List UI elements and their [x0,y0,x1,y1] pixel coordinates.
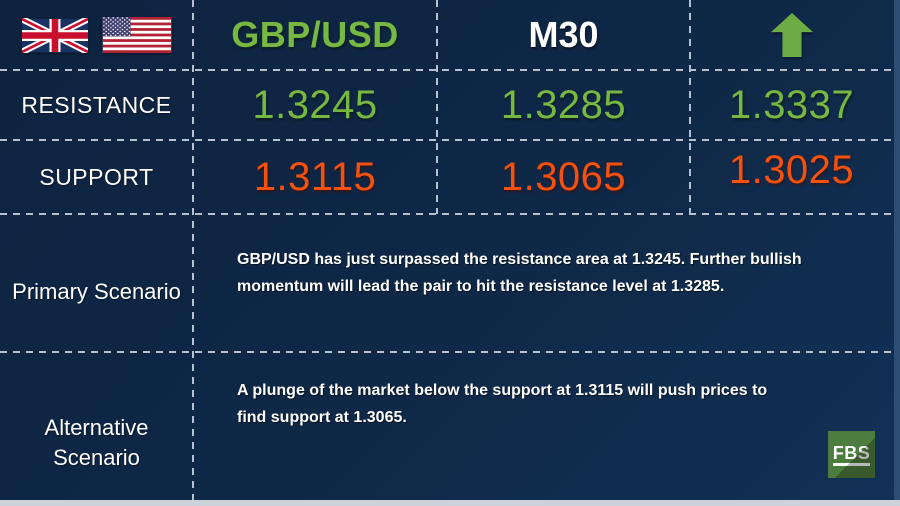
resistance-value-cell: 1.3245 [193,70,437,140]
resistance-label: RESISTANCE [21,91,172,118]
column-divider [689,0,691,214]
pair-cell: GBP/USD [193,0,437,70]
row-divider [0,213,893,215]
primary-scenario-text: GBP/USD has just surpassed the resistanc… [237,251,802,295]
us-flag-icon [102,17,171,53]
support-label-cell: SUPPORT [0,140,193,215]
pair-label: GBP/USD [231,14,399,55]
direction-cell [690,0,893,70]
column-divider [192,0,194,500]
alternative-scenario-label: Alternative Scenario [44,415,149,470]
uk-flag-icon [21,17,88,53]
support-value-2: 1.3065 [500,155,627,199]
row-divider [0,351,893,353]
resistance-value-cell: 1.3285 [437,70,690,140]
resistance-value-2: 1.3285 [500,82,627,127]
resistance-value-1: 1.3245 [252,82,378,127]
support-value-cell: 1.3065 [437,140,690,215]
timeframe-cell: M30 [437,0,690,70]
support-value-cell: 1.3025 [690,140,893,215]
support-value-cell: 1.3115 [193,140,437,215]
row-divider [0,69,893,71]
resistance-value-cell: 1.3337 [690,70,893,140]
primary-scenario-label-cell: Primary Scenario [0,215,193,352]
resistance-value-3: 1.3337 [728,82,855,127]
row-divider [0,139,893,141]
column-divider [436,0,438,214]
support-value-3: 1.3025 [728,148,855,192]
flags-cell [0,0,193,70]
support-value-1: 1.3115 [253,155,377,199]
bottom-edge-strip [0,500,900,506]
right-edge-strip [894,0,900,506]
alternative-scenario-text: A plunge of the market below the support… [237,382,768,426]
up-arrow-icon [770,13,813,57]
fbs-logo-text: FBS [832,444,871,466]
resistance-label-cell: RESISTANCE [0,70,193,140]
timeframe-label: M30 [528,14,599,55]
primary-scenario-label: Primary Scenario [12,278,181,304]
fbs-logo: FBS [828,431,875,478]
support-label: SUPPORT [39,164,154,190]
alternative-scenario-label-cell: Alternative Scenario [0,352,193,500]
